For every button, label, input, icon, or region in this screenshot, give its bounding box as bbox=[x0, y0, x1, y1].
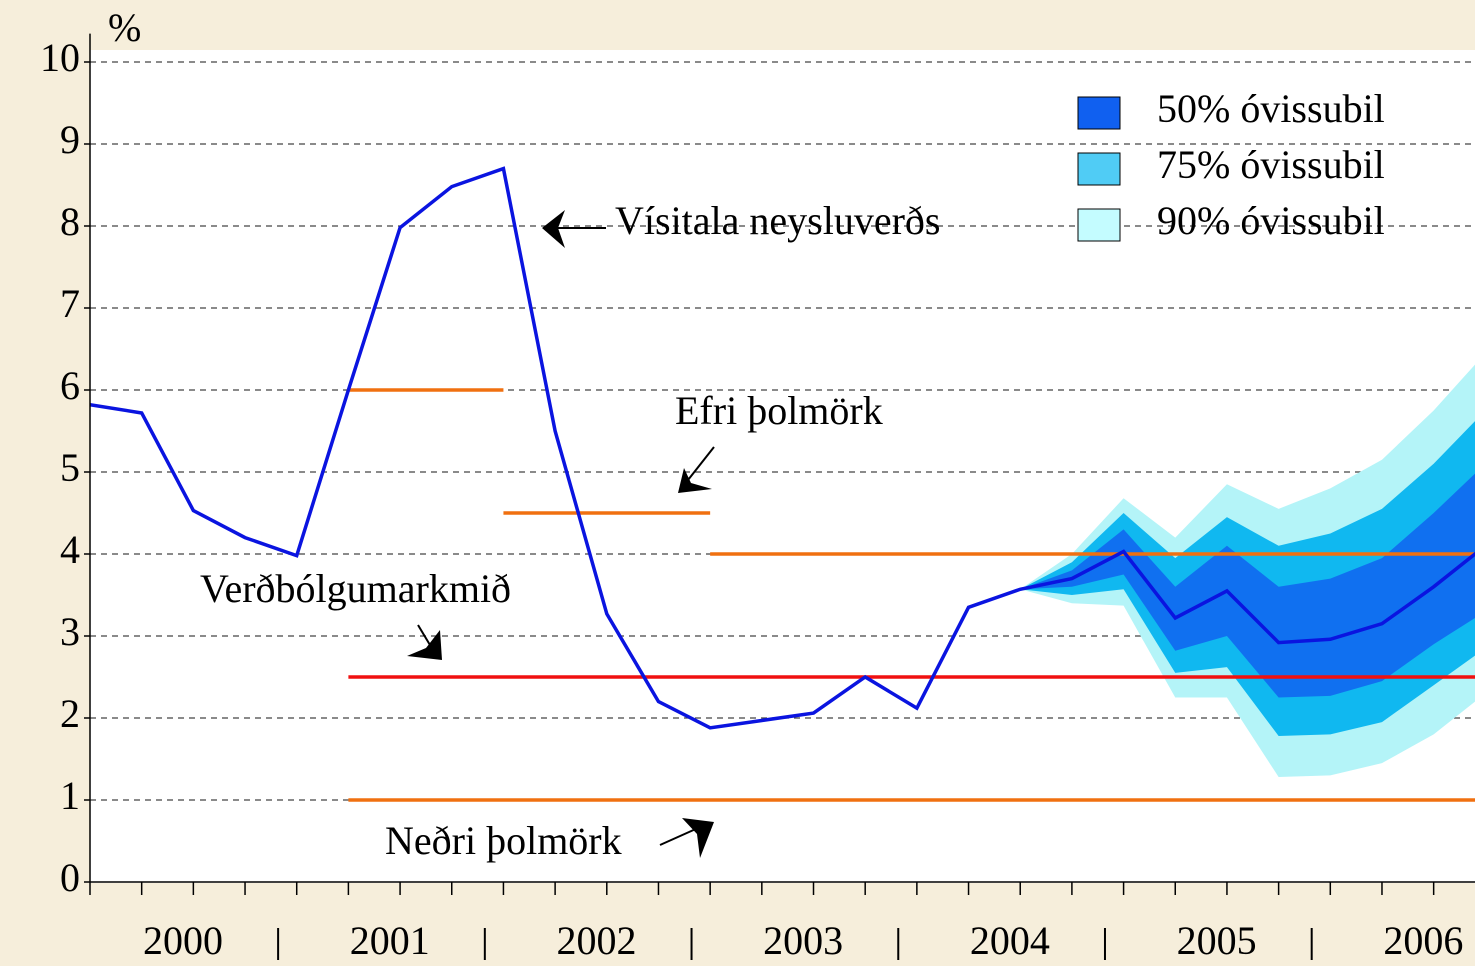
legend-label: 90% óvissubil bbox=[1157, 198, 1385, 243]
x-year-label: 2002 bbox=[556, 918, 636, 963]
y-tick-label: 7 bbox=[60, 281, 80, 326]
plot-area bbox=[90, 50, 1475, 883]
line bbox=[90, 166, 1475, 730]
arrowhead bbox=[682, 818, 714, 858]
y-tick-label: 3 bbox=[60, 609, 80, 654]
y-tick-label: 2 bbox=[60, 691, 80, 736]
x-year-label: 2005 bbox=[1177, 918, 1257, 963]
annotation: Vísitala neysluverðs bbox=[615, 198, 941, 243]
x-year-label: 2004 bbox=[970, 918, 1050, 963]
arrow bbox=[687, 446, 715, 481]
annotations: Vísitala neysluverðs Efri þolmörk Verðbó… bbox=[200, 198, 941, 863]
legend-swatch bbox=[1077, 152, 1121, 186]
annotation: Efri þolmörk bbox=[675, 388, 883, 433]
legend: 50% óvissubil 75% óvissubil 90% óvissubil bbox=[1077, 86, 1385, 243]
y-tick-label: 0 bbox=[60, 855, 80, 900]
lines bbox=[90, 166, 1475, 730]
arrowhead bbox=[678, 468, 712, 493]
x-year-label: 2001 bbox=[350, 918, 430, 963]
arrowhead bbox=[407, 630, 442, 660]
y-tick-label: 8 bbox=[60, 199, 80, 244]
axes: 0 1 2 3 4 5 6 7 8 9 10 2000 2001 2002 2003 2004 2005 2006 bbox=[40, 33, 1475, 963]
y-tick-label: 4 bbox=[60, 527, 80, 572]
fan bbox=[1020, 364, 1475, 778]
reference-lines bbox=[348, 388, 1475, 802]
band bbox=[1020, 473, 1475, 698]
y-tick-label: 9 bbox=[60, 117, 80, 162]
x-year-label: 2000 bbox=[143, 918, 223, 963]
legend-label: 75% óvissubil bbox=[1157, 142, 1385, 187]
y-tick-label: 1 bbox=[60, 773, 80, 818]
y-tick-label: 5 bbox=[60, 445, 80, 490]
legend-swatch bbox=[1077, 96, 1121, 130]
arrowhead bbox=[542, 210, 565, 248]
arrow bbox=[417, 624, 431, 646]
legend-swatch bbox=[1077, 208, 1121, 242]
y-unit: % bbox=[108, 5, 141, 50]
arrow bbox=[659, 827, 699, 846]
x-year-label: 2006 bbox=[1383, 918, 1463, 963]
y-tick-label: 10 bbox=[40, 35, 80, 80]
x-year-label: 2003 bbox=[763, 918, 843, 963]
annotation: Neðri þolmörk bbox=[385, 818, 622, 863]
y-tick-label: 6 bbox=[60, 363, 80, 408]
legend-label: 50% óvissubil bbox=[1157, 86, 1385, 131]
annotation: Verðbólgumarkmið bbox=[200, 566, 511, 611]
